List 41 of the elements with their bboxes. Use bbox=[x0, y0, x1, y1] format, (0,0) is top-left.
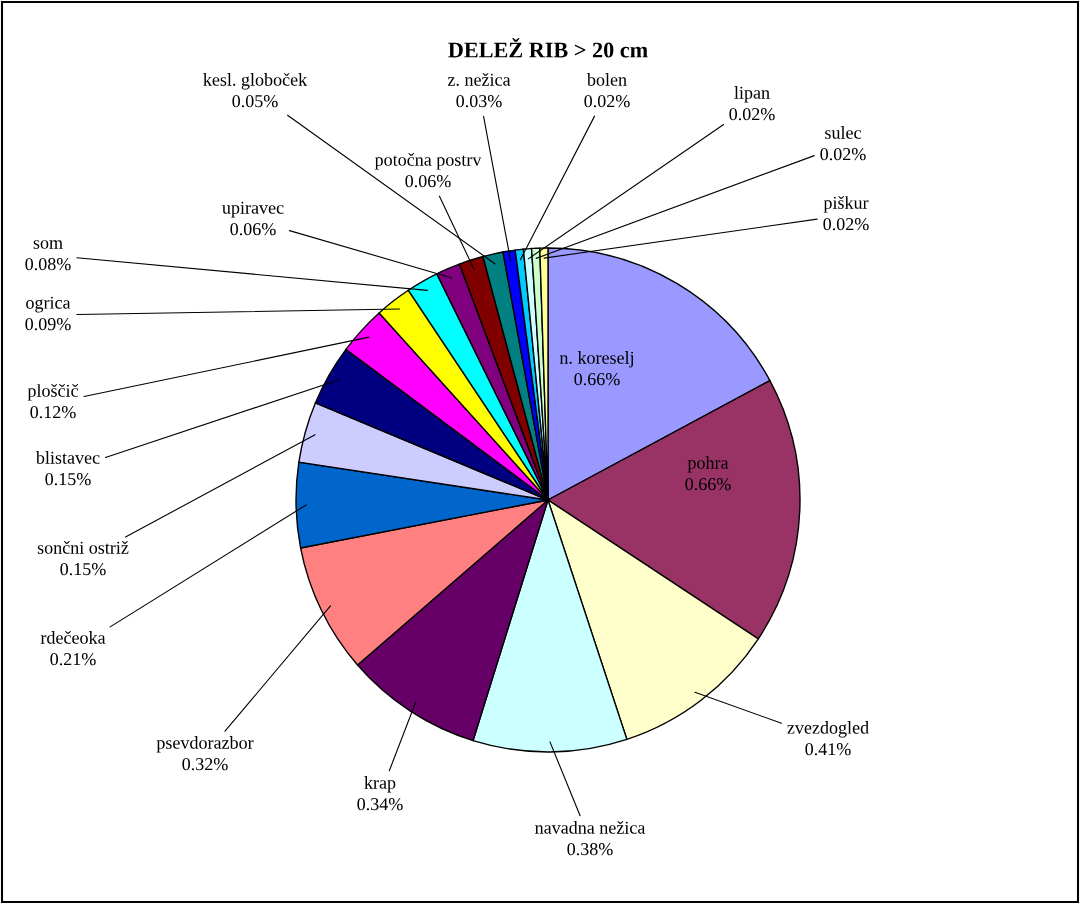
slice-label: upiravec bbox=[222, 201, 284, 218]
slice-label: ogrica bbox=[26, 296, 71, 313]
slice-label: sulec bbox=[825, 126, 861, 139]
slice-label: zvezdogled bbox=[787, 721, 869, 738]
data-label: 0.34% bbox=[357, 798, 403, 811]
slice-label: n. koreselj bbox=[559, 351, 634, 368]
data-label: 0.38% bbox=[567, 843, 613, 856]
slice-label: lipan bbox=[734, 86, 770, 103]
slice-label: bolen bbox=[586, 73, 627, 86]
data-label: 0.03% bbox=[456, 95, 502, 108]
data-label: 0.12% bbox=[30, 406, 76, 419]
data-label: 0.15% bbox=[45, 473, 91, 486]
data-label: 0.66% bbox=[685, 478, 731, 491]
data-label: 0.02% bbox=[729, 108, 775, 121]
slice-label: piškur bbox=[823, 196, 869, 213]
data-label: 0.05% bbox=[232, 95, 278, 108]
data-label: 0.41% bbox=[805, 743, 851, 756]
data-label: 0.02% bbox=[820, 148, 866, 161]
data-label: 0.06% bbox=[230, 223, 276, 236]
slice-label: ploščič bbox=[27, 384, 79, 401]
data-label: 0.21% bbox=[50, 653, 96, 666]
slice-label: z. nežica bbox=[447, 73, 511, 86]
slice-label: pohra bbox=[687, 456, 729, 473]
slice-label: potočna postrv bbox=[374, 153, 482, 170]
slice-label: kesl. globoček bbox=[203, 73, 308, 90]
data-label: 0.66% bbox=[574, 373, 620, 386]
slice-label: som bbox=[33, 240, 63, 249]
data-label: 0.02% bbox=[823, 218, 869, 231]
data-label: 0.08% bbox=[25, 258, 71, 271]
data-label: 0.32% bbox=[182, 758, 228, 771]
chart-title: DELEŽ RIB > 20 cm bbox=[448, 38, 648, 58]
data-label: 0.02% bbox=[584, 95, 630, 108]
slice-label: navadna nežica bbox=[535, 821, 646, 834]
data-label: 0.09% bbox=[25, 318, 71, 331]
data-label: 0.15% bbox=[60, 563, 106, 576]
slice-label: sončni ostriž bbox=[37, 541, 129, 554]
slice-label: krap bbox=[364, 776, 396, 793]
slice-label: psevdorazbor bbox=[156, 736, 254, 753]
data-label: 0.06% bbox=[405, 175, 451, 188]
slice-label: rdečeoka bbox=[40, 631, 106, 644]
slice-label: blistavec bbox=[35, 451, 100, 464]
